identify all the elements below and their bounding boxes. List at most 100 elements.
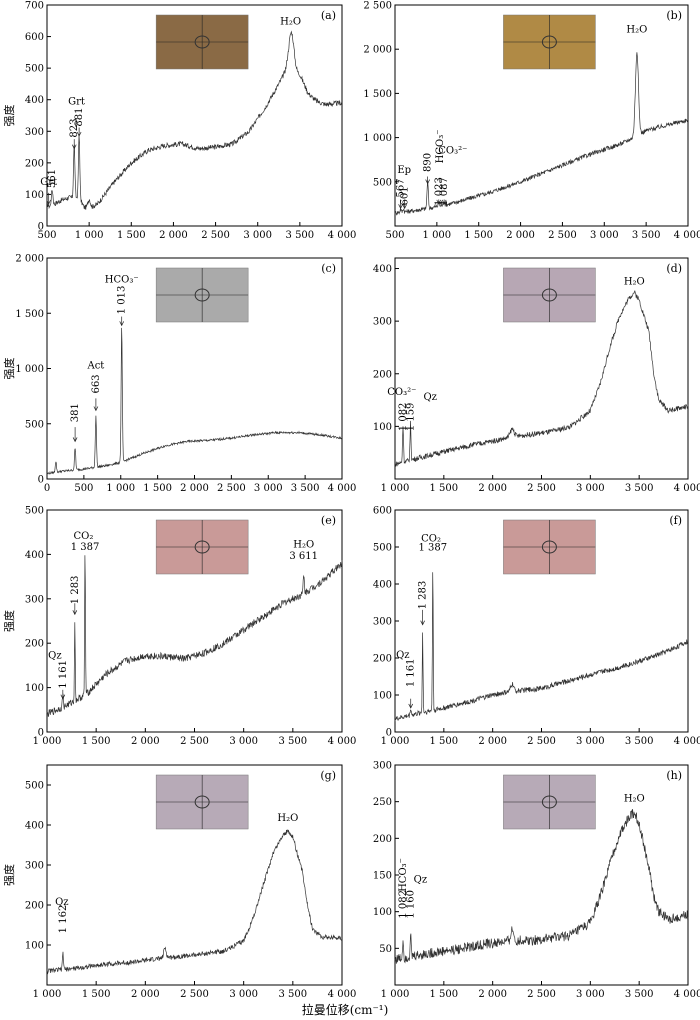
fluid-inclusion: [194, 795, 210, 809]
spectrum-line: [394, 290, 689, 467]
peak-arrowhead: [425, 179, 430, 185]
y-tick-label: 0: [386, 728, 392, 739]
peak-arrowhead: [72, 610, 78, 616]
x-tick-label: 1 500: [430, 989, 459, 1000]
x-tick-label: 3 000: [590, 230, 619, 241]
x-tick-label: 2 000: [478, 736, 507, 747]
y-tick-label: 300: [373, 617, 392, 628]
y-tick-label: 250: [373, 797, 392, 808]
x-tick-label: 3 000: [576, 736, 605, 747]
y-tick-label: 150: [373, 871, 392, 882]
peak-annotation: CO₂: [73, 531, 93, 542]
peak-annotation: HCO₃⁻: [435, 129, 446, 163]
y-tick-label: 200: [373, 369, 392, 380]
x-tick-label: 2 000: [131, 736, 160, 747]
x-tick-label: 1 000: [423, 230, 452, 241]
chart-panel: 1 000 1 500 2 000 2 500 3 000 3 500 4 000 100 20…: [2, 764, 357, 1000]
peak-annotation: H₂O: [277, 813, 298, 824]
x-tick-label: 2 000: [159, 230, 188, 241]
y-tick-label: 400: [25, 821, 44, 832]
y-tick-label: 200: [25, 639, 44, 650]
x-tick-label: 1 000: [75, 230, 104, 241]
y-tick-label: 200: [25, 158, 44, 169]
x-tick-label: 3 000: [576, 483, 605, 494]
chart-panel: 500 1 000 1 500 2 000 2 500 3 000 3 500 4 000 0 1…: [2, 1, 356, 242]
x-axis-label: 拉曼位移(cm⁻¹): [302, 1002, 389, 1017]
y-tick-label: 0: [38, 475, 44, 486]
chart-panel: 500 1 000 1 500 2 000 2 500 3 000 3 500 4 000 50…: [363, 1, 700, 242]
fluid-inclusion: [194, 288, 210, 302]
peak-arrowhead: [398, 204, 403, 210]
panel-label: (f): [669, 514, 682, 527]
spectrum-line: [394, 572, 689, 722]
peak-annotation: 1 162: [58, 905, 69, 934]
peak-annotation: 1 387: [418, 543, 447, 554]
chart-panel: 1 000 1 500 2 000 2 500 3 000 3 500 4 000 50 100…: [373, 761, 700, 1001]
x-tick-label: 3 000: [243, 230, 272, 241]
y-tick-label: 100: [373, 907, 392, 918]
panel-label: (g): [320, 769, 336, 782]
peak-arrowhead: [441, 199, 447, 205]
x-tick-label: 500: [74, 483, 93, 494]
peak-annotation: CO₃²⁻: [438, 146, 467, 157]
fluid-inclusion: [541, 35, 557, 49]
y-tick-label: 300: [373, 761, 392, 772]
peak-annotation: 1 082: [398, 403, 409, 432]
y-tick-label: 50: [379, 944, 392, 955]
peak-annotation: 561: [47, 169, 58, 188]
peak-arrowhead: [71, 144, 77, 150]
y-tick-label: 100: [25, 941, 44, 952]
y-tick-label: 0: [38, 222, 44, 233]
peak-annotation: Qz: [414, 874, 427, 885]
y-tick-label: 100: [25, 683, 44, 694]
peak-annotation: 1 387: [71, 542, 100, 553]
peak-annotation: 1 160: [406, 890, 417, 919]
x-tick-label: 4 000: [328, 989, 357, 1000]
plot-frame: [46, 4, 343, 227]
panel-label: (h): [666, 769, 682, 782]
x-tick-label: 2 500: [217, 483, 246, 494]
peak-annotation: Qz: [423, 392, 436, 403]
peak-annotation: H₂O: [280, 17, 301, 28]
peak-annotation: 3 611: [289, 551, 318, 562]
y-tick-label: 0: [38, 728, 44, 739]
peak-annotation: Ep: [397, 165, 411, 176]
x-tick-label: 3 500: [279, 989, 308, 1000]
x-tick-label: 4 000: [674, 989, 700, 1000]
x-tick-label: 4 000: [674, 230, 700, 241]
fluid-inclusion: [541, 795, 557, 809]
peak-annotation: 601: [400, 186, 411, 205]
spectrum-line: [46, 30, 343, 210]
x-tick-label: 1 500: [82, 736, 111, 747]
peak-annotation: 381: [70, 403, 81, 422]
peak-annotation: CO₂: [421, 534, 441, 545]
x-tick-label: 4 000: [674, 483, 700, 494]
y-tick-label: 600: [373, 506, 392, 517]
x-tick-label: 500: [385, 230, 404, 241]
peak-annotation: 1 013: [117, 286, 128, 315]
x-tick-label: 2 500: [527, 736, 556, 747]
y-tick-label: 300: [25, 594, 44, 605]
y-tick-label: 300: [373, 317, 392, 328]
peak-arrowhead: [76, 131, 82, 137]
x-tick-label: 2 000: [180, 483, 209, 494]
y-tick-label: 1 500: [363, 89, 392, 100]
peak-annotation: CO₃²⁻: [387, 387, 416, 398]
x-tick-label: 2 500: [180, 736, 209, 747]
chart-panel: 1 000 1 500 2 000 2 500 3 000 3 500 4 000 0 100 2…: [2, 506, 356, 748]
x-tick-label: 3 500: [625, 736, 654, 747]
y-tick-label: 200: [373, 654, 392, 665]
x-tick-label: 4 000: [328, 230, 357, 241]
x-tick-label: 1 000: [381, 736, 410, 747]
y-tick-label: 100: [25, 190, 44, 201]
x-tick-label: 1 500: [430, 736, 459, 747]
y-tick-label: 1 500: [15, 309, 44, 320]
spectrum-line: [46, 555, 343, 717]
y-tick-label: 500: [373, 177, 392, 188]
x-tick-label: 1 000: [106, 483, 135, 494]
y-tick-label: 700: [25, 1, 44, 12]
y-tick-label: 2 000: [15, 254, 44, 265]
peak-annotation: Grt: [68, 96, 85, 107]
panel-label: (e): [321, 514, 336, 527]
peak-annotation: 1 283: [418, 581, 429, 610]
